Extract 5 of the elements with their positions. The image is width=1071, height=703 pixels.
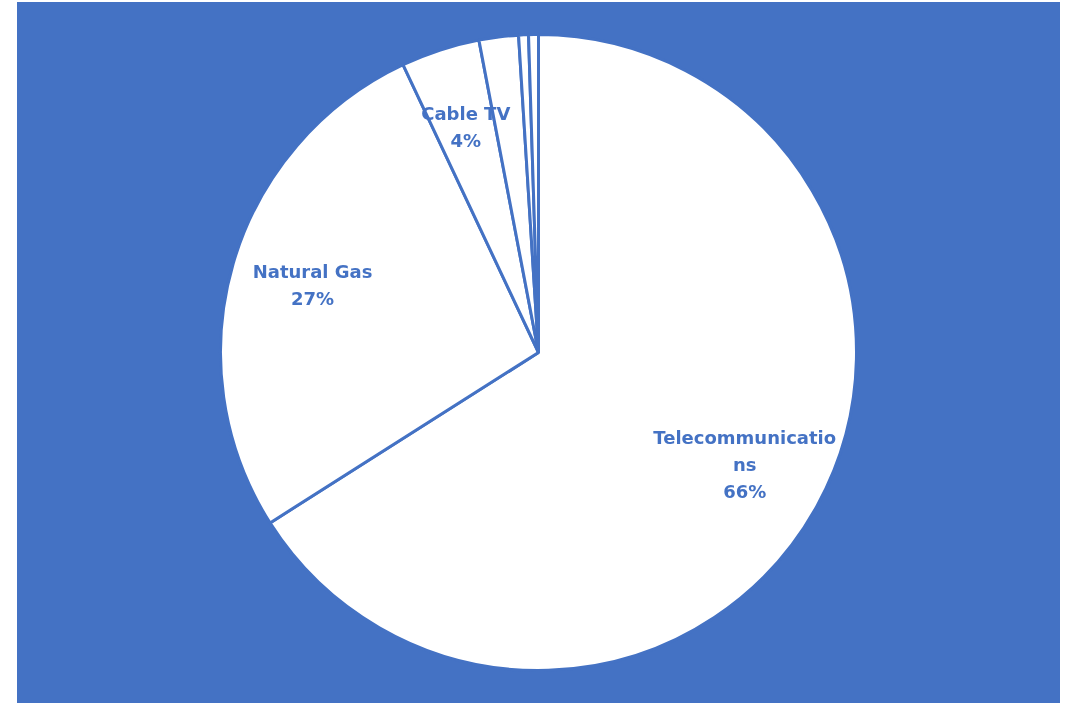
- data-label: 27%: [290, 288, 335, 310]
- data-label: 4%: [450, 129, 482, 151]
- slice-label: Natural Gas: [252, 261, 373, 283]
- slice-label: Telecommunications: [653, 426, 837, 475]
- data-label: 66%: [723, 480, 767, 502]
